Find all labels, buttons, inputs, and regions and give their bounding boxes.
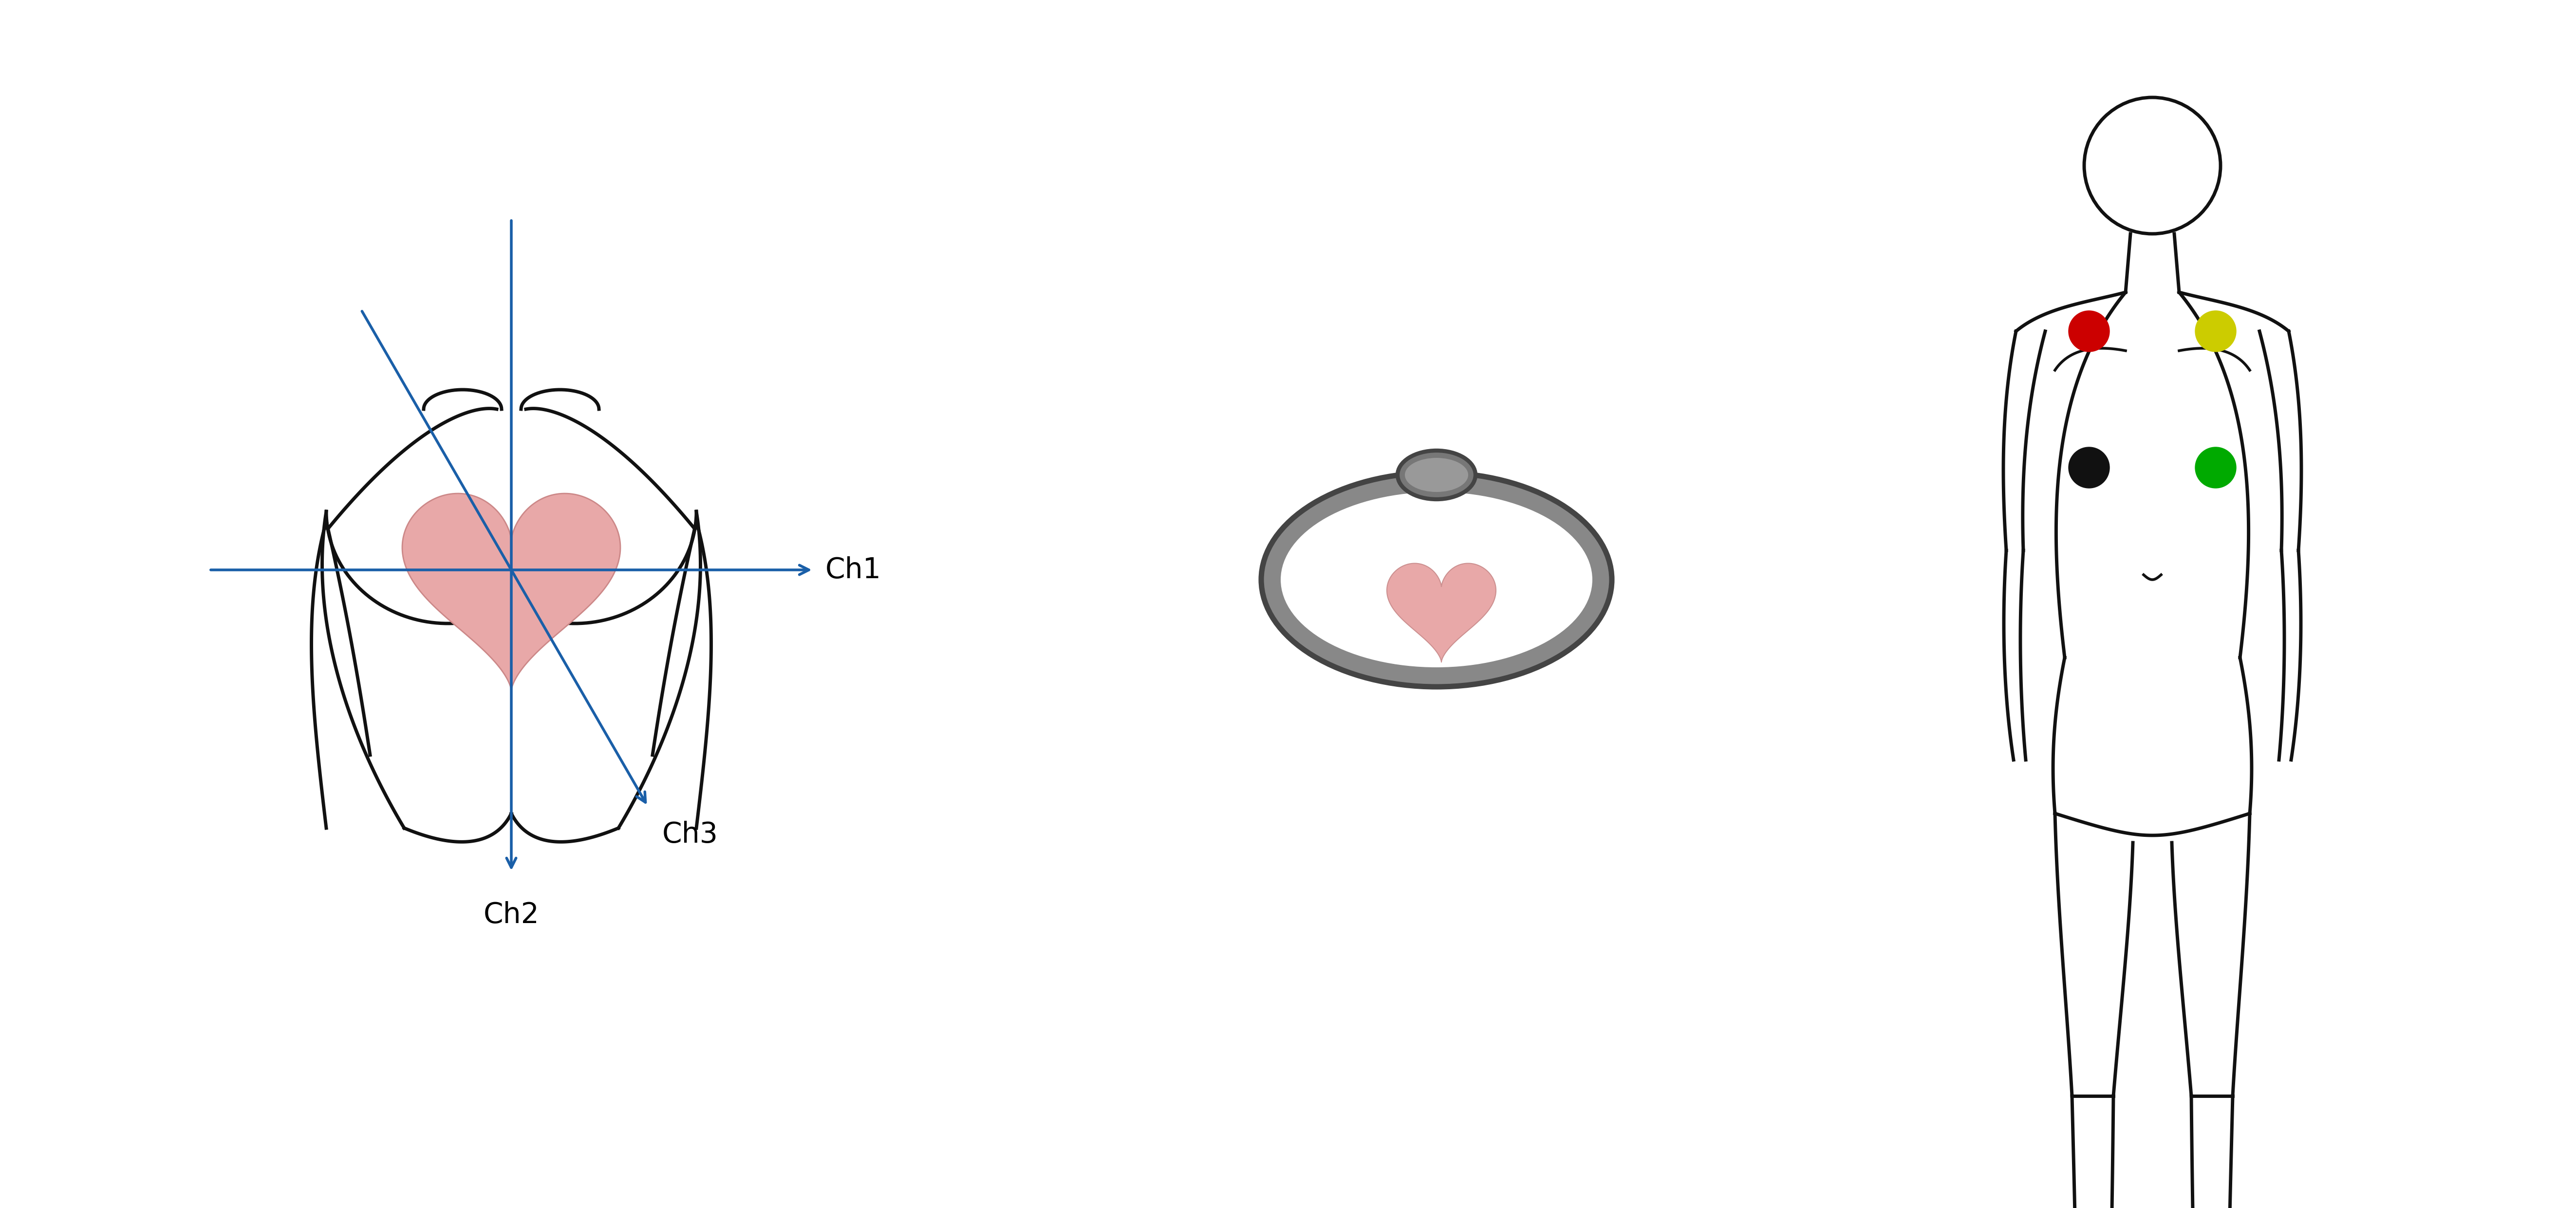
Circle shape [2195, 447, 2236, 488]
Polygon shape [402, 494, 621, 691]
Circle shape [2195, 310, 2236, 352]
Circle shape [2069, 447, 2110, 488]
Ellipse shape [1399, 451, 1476, 499]
Text: Ch3: Ch3 [662, 820, 719, 848]
Ellipse shape [1262, 472, 1613, 687]
Text: Ch1: Ch1 [824, 556, 881, 583]
Ellipse shape [1404, 458, 1468, 492]
Text: Ch2: Ch2 [484, 901, 538, 929]
Polygon shape [1386, 563, 1497, 662]
Ellipse shape [1280, 492, 1592, 667]
Circle shape [2069, 310, 2110, 352]
